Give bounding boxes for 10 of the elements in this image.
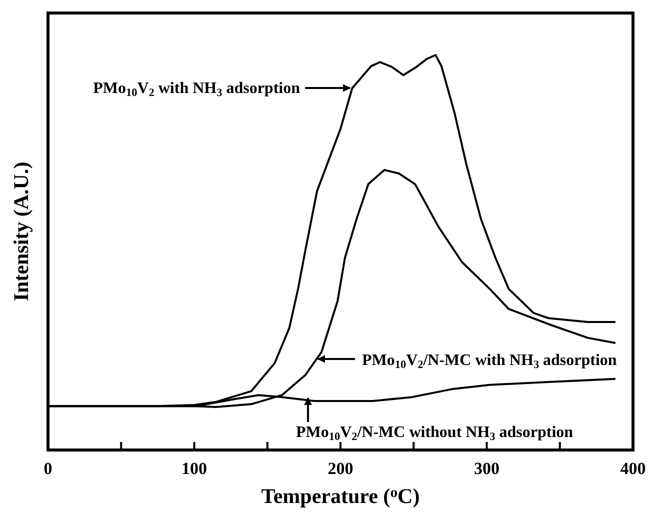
x-tick-label: 400 [620, 459, 646, 478]
annotation: PMo$_{10}$V$_{2}$/N-MC with NH$_{3}$ adsorption [362, 352, 617, 371]
annotation: PMo$_{10}$V$_{2}$ with NH$_{3}$ adsorption [93, 80, 300, 99]
x-tick-label: 0 [44, 459, 52, 478]
x-tick-label: 300 [474, 459, 500, 478]
annotation: PMo$_{10}$V$_{2}$/N-MC without NH$_{3}$ adsorption [296, 424, 574, 443]
y-axis-title: Intensity (A.U.) [9, 162, 33, 302]
x-tick-label: 100 [182, 459, 207, 478]
x-axis-title: Temperature ($^{o}$C) [261, 484, 420, 508]
x-tick-label: 200 [328, 459, 354, 478]
